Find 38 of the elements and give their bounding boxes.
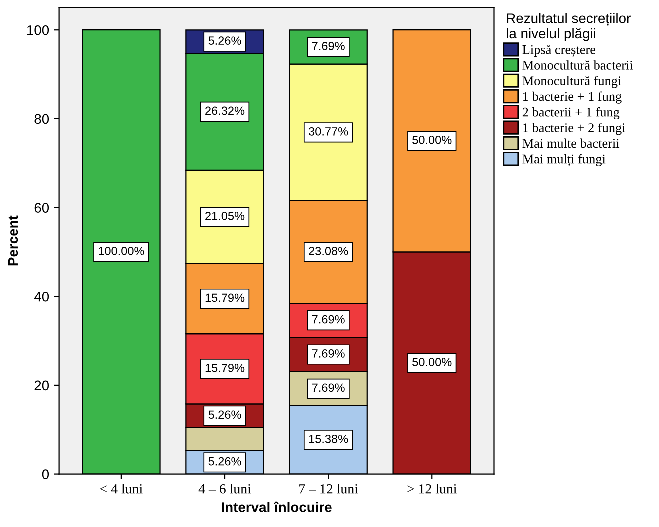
x-tick-label: < 4 luni [100, 484, 143, 494]
data-label: 5.26% [208, 36, 242, 46]
data-label: 30.77% [308, 127, 348, 136]
y-tick-label: 40 [34, 292, 50, 302]
y-tick-label: 0 [42, 470, 50, 480]
legend-label: 2 bacterii + 1 fung [522, 107, 620, 120]
data-label: 5.26% [208, 410, 242, 420]
legend-label: Mai mulți fungi [522, 154, 606, 166]
y-tick-label: 60 [34, 203, 50, 213]
x-tick-label: > 12 luni [408, 484, 457, 494]
data-label: 7.69% [312, 42, 345, 50]
data-label: 15.79% [206, 294, 245, 302]
data-label: 7.69% [312, 384, 345, 392]
data-label: 7.69% [312, 315, 345, 324]
data-label: 5.26% [208, 457, 242, 466]
data-label: 50.00% [412, 358, 452, 366]
data-label: 15.79% [206, 364, 245, 372]
legend-label: 1 bacterie + 2 fungi [524, 123, 626, 136]
legend-label: Monocultură fungi [522, 76, 622, 88]
x-axis-title: Interval înlocuire [222, 502, 332, 512]
legend-label: Monocultură bacterii [522, 60, 634, 70]
data-label: 15.38% [309, 434, 348, 444]
legend-title: Rezultatul secrețiilor la nivelul plăgii [507, 13, 631, 42]
data-label: 50.00% [412, 136, 452, 144]
data-label: 26.32% [206, 106, 245, 116]
y-tick-label: 80 [34, 114, 50, 124]
x-tick-label: 4 – 6 luni [198, 484, 252, 494]
data-label: 21.05% [206, 212, 245, 220]
legend-label: Lipsă creștere [522, 45, 596, 57]
data-label: 7.69% [312, 350, 345, 358]
x-tick-label: 7 – 12 luni [300, 484, 358, 494]
y-tick-label: 20 [34, 380, 50, 391]
data-label: 23.08% [309, 247, 348, 256]
y-tick-label: 100 [27, 25, 50, 36]
data-label: 100.00% [99, 247, 144, 256]
legend-label: Mai multe bacterii [522, 138, 620, 148]
legend-label: 1 bacterie + 1 fung [524, 92, 622, 104]
y-axis-title: Percent [8, 216, 18, 266]
